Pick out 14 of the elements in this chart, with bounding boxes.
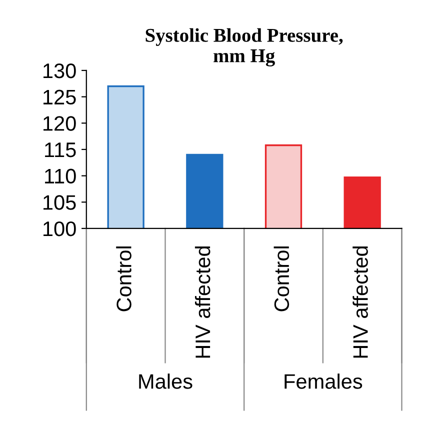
x-tick-label: Control (274, 246, 290, 312)
y-tick-label: 100 (44, 221, 76, 236)
text: Males (139, 374, 192, 389)
y-tick-label: 115 (45, 142, 76, 158)
y-tick-label: 125 (44, 90, 76, 105)
y-tick-label: 120 (44, 116, 76, 131)
text: Females (284, 374, 362, 389)
y-tick-label: 110 (45, 168, 76, 184)
y-tick-label: 105 (44, 195, 76, 210)
y-tick-label: 130 (44, 63, 76, 78)
x-tick-label: Control (116, 246, 132, 312)
chart-title: Systolic Blood Pressure, mm Hg (146, 28, 343, 66)
x-tick-label: HIV affected (194, 246, 210, 358)
x-tick-label: HIV affected (352, 246, 368, 358)
